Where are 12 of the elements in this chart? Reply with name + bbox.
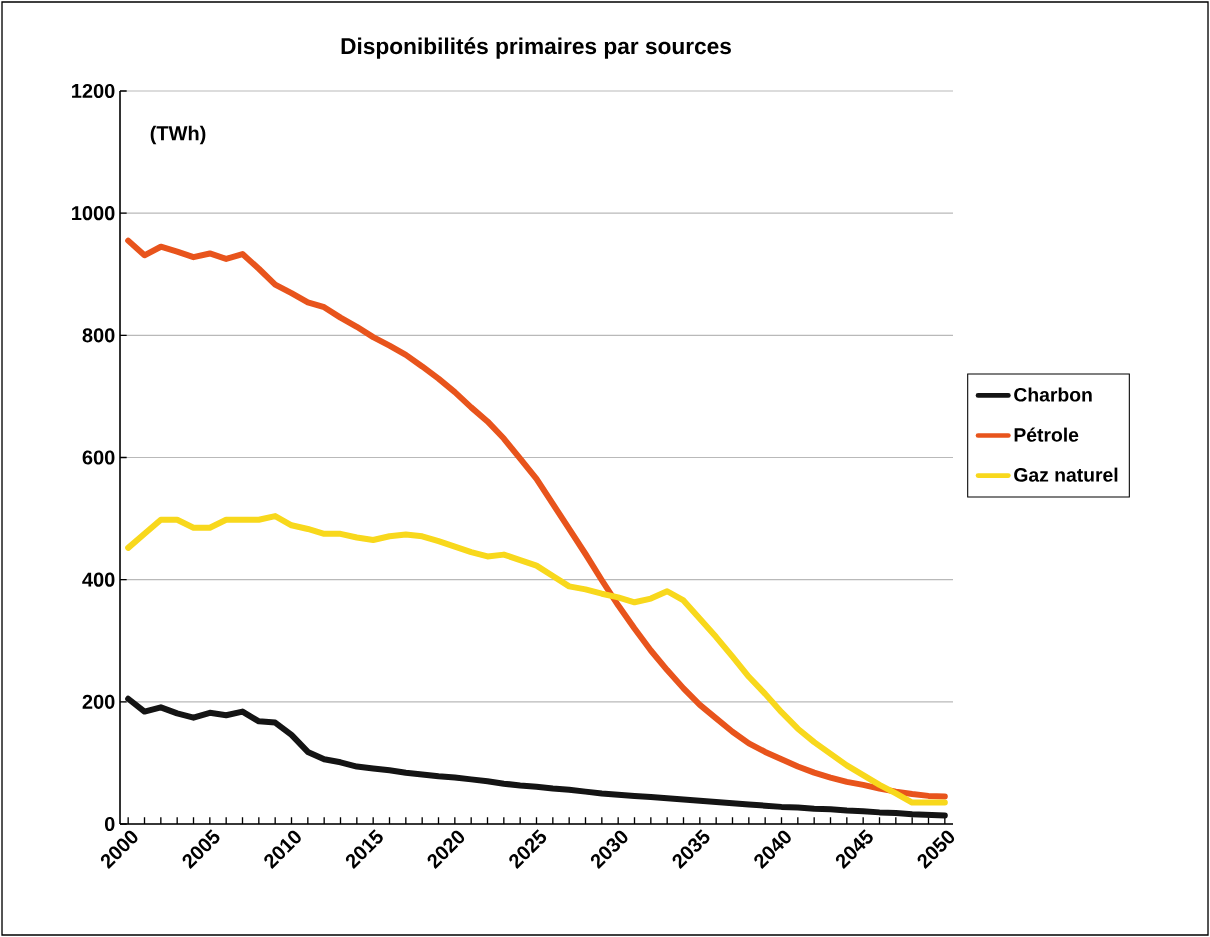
chart-title: Disponibilités primaires par sources xyxy=(341,37,731,59)
y-tick-label: 200 xyxy=(82,694,115,709)
y-tick-label: 600 xyxy=(82,450,115,465)
legend-label: Charbon xyxy=(1014,387,1092,402)
legend-label: Pétrole xyxy=(1014,427,1079,442)
y-tick-label: 400 xyxy=(82,572,115,587)
y-axis-title: (TWh) xyxy=(150,125,206,145)
y-tick-label: 1200 xyxy=(72,83,115,99)
legend-label: Gaz naturel xyxy=(1014,467,1118,482)
y-tick-label: 800 xyxy=(82,328,115,343)
y-tick-label: 1000 xyxy=(72,206,115,221)
y-tick-label: 0 xyxy=(104,816,115,832)
